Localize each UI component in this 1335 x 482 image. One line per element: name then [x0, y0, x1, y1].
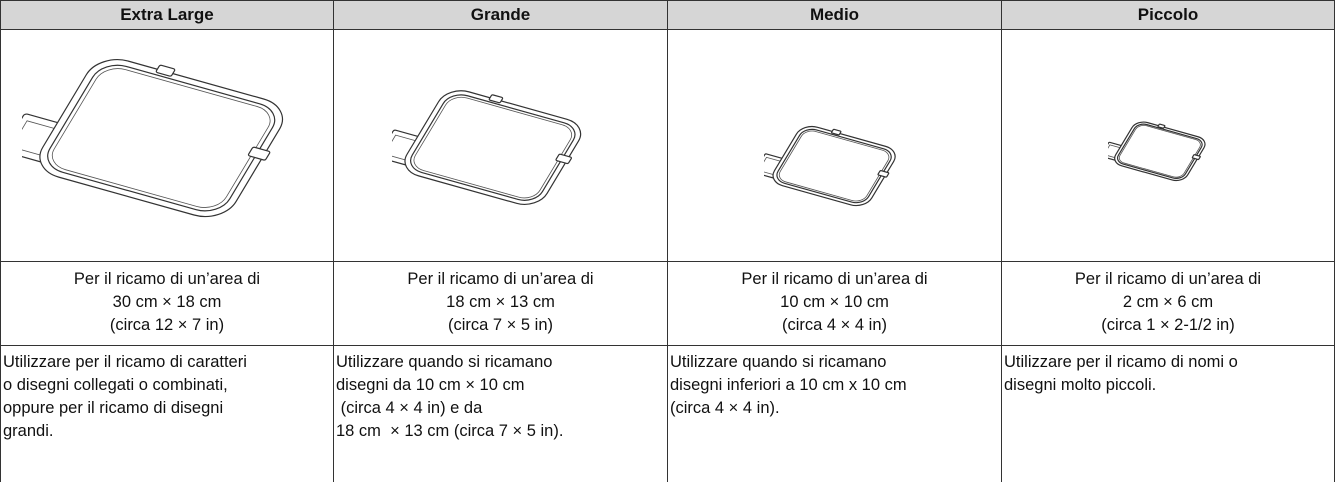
header-cell: Grande — [334, 1, 667, 29]
size-text: Per il ricamo di un’area di — [407, 270, 594, 288]
size-text: 10 cm × 10 cm — [780, 293, 889, 311]
hoop-medio — [764, 118, 904, 210]
description-text: oppure per il ricamo di disegni — [3, 399, 224, 417]
description-text: Utilizzare quando si ricamano — [336, 353, 553, 371]
description-text: disegni inferiori a 10 cm x 10 cm — [670, 376, 907, 394]
size-text: Per il ricamo di un’area di — [1074, 270, 1262, 288]
header-cell: Piccolo — [1002, 1, 1334, 29]
size-text: (circa 1 × 2-1/2 in) — [1101, 316, 1235, 334]
description-text: o disegni collegati o combinati, — [3, 376, 228, 394]
column-border — [667, 0, 668, 482]
size-text: 18 cm × 13 cm — [446, 293, 555, 311]
size-text: (circa 7 × 5 in) — [448, 316, 553, 334]
description-text: 18 cm × 13 cm (circa 7 × 5 in). — [336, 422, 564, 440]
hoop-extra-large — [22, 42, 300, 225]
description-text: disegni molto piccoli. — [1004, 376, 1157, 394]
hoop-grande — [392, 78, 594, 211]
size-text: 2 cm × 6 cm — [1122, 293, 1214, 311]
description-text: (circa 4 × 4 in). — [670, 399, 780, 417]
hoop-piccolo — [1108, 116, 1212, 184]
description-text: disegni da 10 cm × 10 cm — [336, 376, 525, 394]
column-border — [1001, 0, 1002, 482]
description-text: grandi. — [3, 422, 54, 440]
description-text: Utilizzare quando si ricamano — [670, 353, 887, 371]
description-text: (circa 4 × 4 in) e da — [336, 399, 483, 417]
description-text: Utilizzare per il ricamo di nomi o — [1004, 353, 1238, 371]
size-text: Per il ricamo di un’area di — [741, 270, 928, 288]
size-text: Per il ricamo di un’area di — [73, 270, 261, 288]
column-border — [333, 0, 334, 482]
size-text: 30 cm × 18 cm — [112, 293, 222, 311]
header-cell: Medio — [668, 1, 1001, 29]
size-text: (circa 12 × 7 in) — [109, 316, 225, 334]
size-text: (circa 4 × 4 in) — [782, 316, 887, 334]
header-cell: Extra Large — [1, 1, 333, 29]
description-text: Utilizzare per il ricamo di caratteri — [3, 353, 247, 371]
column-border — [0, 0, 1, 482]
